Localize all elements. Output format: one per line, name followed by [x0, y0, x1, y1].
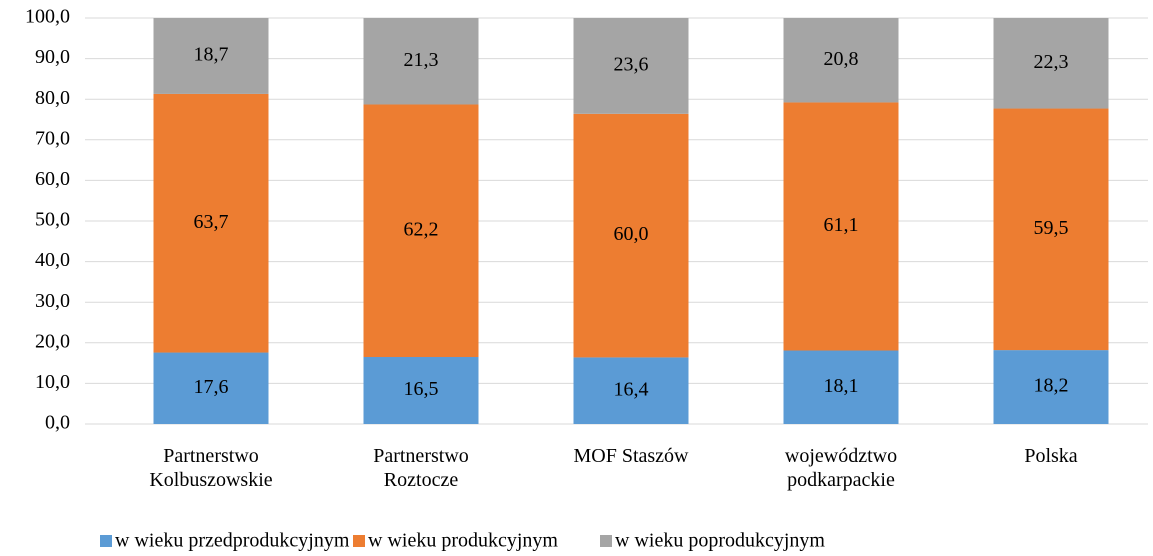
bar-segment [993, 18, 1109, 109]
data-label: 18,1 [824, 375, 859, 397]
legend-label: w wieku poprodukcyjnym [615, 530, 825, 552]
legend-swatch [100, 535, 112, 547]
bar-segment [993, 108, 1109, 351]
bar-segment [993, 350, 1109, 424]
bar-segment [363, 104, 479, 358]
y-tick-label: 30,0 [35, 290, 70, 312]
bar-segment [573, 18, 689, 114]
y-tick-label: 10,0 [35, 371, 70, 393]
bar-segment [153, 93, 269, 353]
data-label: 22,3 [1034, 51, 1069, 73]
bar-segment [363, 18, 479, 105]
data-label: 61,1 [824, 214, 859, 236]
data-label: 16,4 [614, 378, 649, 400]
data-label: 16,5 [404, 378, 439, 400]
y-tick-label: 70,0 [35, 127, 70, 149]
x-tick-label: Polska [1024, 445, 1077, 467]
y-tick-label: 80,0 [35, 87, 70, 109]
data-label: 21,3 [404, 49, 439, 71]
x-tick-label: województwo podkarpackie [785, 445, 897, 491]
bar-segment [783, 102, 899, 351]
x-tick-label: Partnerstwo Roztocze [373, 445, 469, 491]
data-label: 63,7 [194, 211, 229, 233]
data-label: 23,6 [614, 54, 649, 76]
x-tick-label: Partnerstwo Kolbuszowskie [149, 445, 272, 491]
data-label: 17,6 [194, 376, 229, 398]
y-tick-label: 40,0 [35, 249, 70, 271]
data-label: 60,0 [614, 223, 649, 245]
y-tick-label: 100,0 [25, 6, 70, 28]
legend-swatch [600, 535, 612, 547]
legend-label: w wieku przedprodukcyjnym [115, 530, 350, 552]
y-tick-label: 50,0 [35, 209, 70, 231]
bar-segment [153, 352, 269, 424]
legend-swatch [353, 535, 365, 547]
bar-segment [783, 18, 899, 103]
data-label: 59,5 [1034, 217, 1069, 239]
bar-segment [363, 357, 479, 424]
y-tick-label: 60,0 [35, 168, 70, 190]
y-tick-label: 0,0 [45, 412, 70, 434]
x-tick-label: MOF Staszów [573, 445, 689, 467]
bar-segment [153, 18, 269, 94]
y-tick-label: 20,0 [35, 330, 70, 352]
bar-segment [573, 113, 689, 358]
bar-segment [783, 350, 899, 424]
bar-segment [573, 357, 689, 424]
data-label: 18,7 [194, 44, 229, 66]
data-label: 62,2 [404, 218, 439, 240]
legend-label: w wieku produkcyjnym [368, 530, 558, 552]
y-tick-label: 90,0 [35, 46, 70, 68]
data-label: 18,2 [1034, 375, 1069, 397]
data-label: 20,8 [824, 48, 859, 70]
